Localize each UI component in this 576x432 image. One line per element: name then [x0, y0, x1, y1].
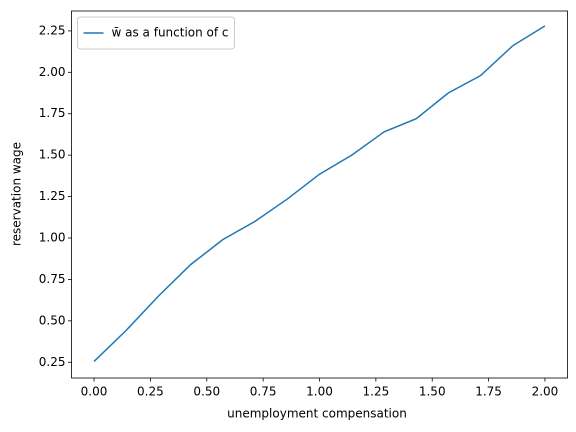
x-axis-label: unemployment compensation [227, 407, 407, 421]
legend-label: w̄ as a function of c [112, 26, 229, 40]
y-tick-label: 0.25 [39, 355, 66, 369]
x-tick-label: 1.25 [363, 385, 390, 399]
y-tick-label: 0.50 [39, 313, 66, 327]
x-tick-label: 0.00 [81, 385, 108, 399]
x-tick-label: 0.75 [250, 385, 277, 399]
y-tick-label: 0.75 [39, 272, 66, 286]
y-axis-label: reservation wage [10, 142, 24, 246]
y-tick-label: 2.00 [39, 65, 66, 79]
x-tick-label: 0.25 [137, 385, 164, 399]
x-tick-label: 1.50 [419, 385, 446, 399]
y-tick-label: 1.75 [39, 106, 66, 120]
x-tick-label: 2.00 [532, 385, 559, 399]
x-tick-label: 1.00 [306, 385, 333, 399]
x-tick-label: 1.75 [475, 385, 502, 399]
y-tick-label: 1.25 [39, 189, 66, 203]
legend [77, 16, 236, 50]
y-tick-label: 1.50 [39, 148, 66, 162]
line [93, 25, 546, 362]
y-tick-label: 1.00 [39, 230, 66, 244]
x-tick-label: 0.50 [193, 385, 220, 399]
y-tick-label: 2.25 [39, 23, 66, 37]
plot-frame [71, 10, 568, 379]
